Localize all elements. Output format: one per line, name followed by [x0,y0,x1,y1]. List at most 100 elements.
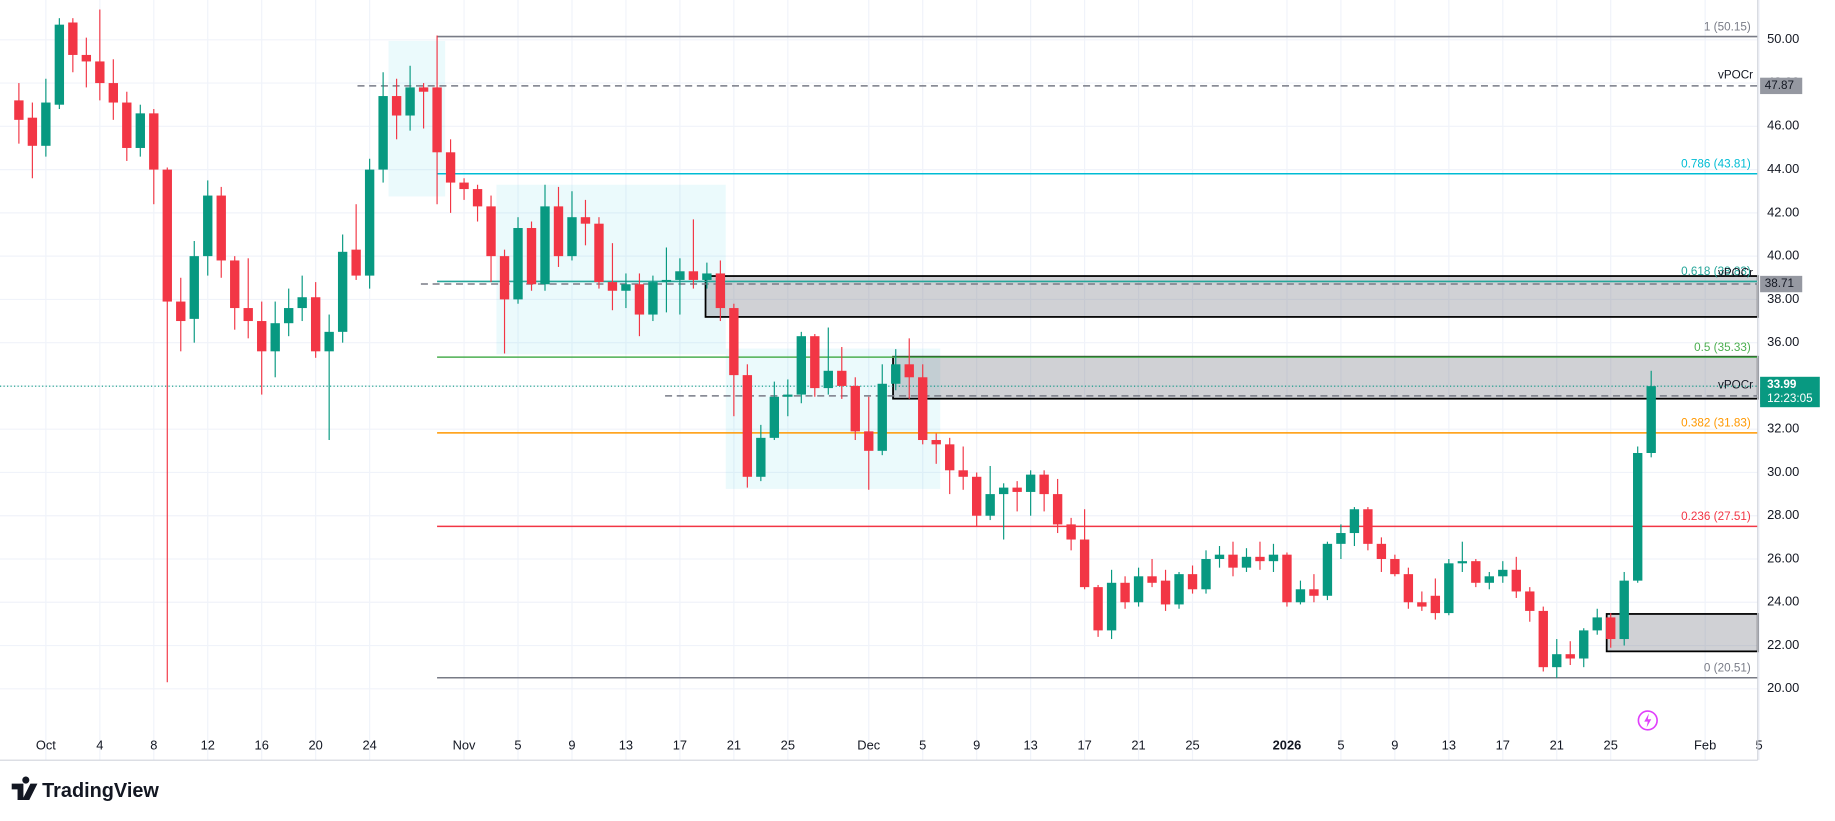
price-tag-label: 38.71 [1765,277,1794,290]
logo: TradingView [11,776,159,802]
candle-body [391,96,402,116]
y-tick-label: 26.00 [1767,550,1799,565]
axes: 20.0022.0024.0026.0028.0030.0032.0034.00… [0,0,1820,761]
candle-body [378,96,388,170]
candle-body [243,308,253,322]
candle-body [1498,569,1508,577]
x-tick-label: 12 [201,738,215,753]
x-tick-label: 9 [973,738,980,753]
candle-body [405,87,415,116]
candle-body [729,308,739,376]
x-tick-label: 16 [255,738,269,753]
candle-body [931,440,941,445]
candle-body [1282,554,1292,603]
candle-body [14,100,24,120]
candle-body [1511,569,1521,592]
candle-body [432,87,442,153]
candle-body [1552,654,1562,668]
candle-body [1403,574,1414,603]
fib-label: 0.786 (43.81) [1681,157,1751,170]
x-tick-label: 5 [1337,738,1344,753]
y-tick-label: 22.00 [1767,637,1799,652]
candle-body [634,284,645,315]
order-block [1605,613,1759,653]
candle-body [945,444,955,471]
candle-body [688,271,699,280]
candle-body [985,494,995,516]
candle-body [553,206,564,257]
candle-body [203,195,213,257]
candle-body [135,113,145,148]
candle-body [1214,554,1225,559]
candle-body [1619,580,1629,640]
candle-body [972,476,982,516]
candle-body [1646,386,1656,453]
candle-body [837,370,847,386]
y-tick-label: 50.00 [1767,31,1799,46]
candle-body [162,169,172,302]
levels: 1 (50.15) 0.786 (43.81) 0.618 (38.83) 0.5 (… [0,20,1758,679]
candle-body [1268,554,1279,562]
candle-body [54,24,65,105]
price-tag [1760,275,1803,293]
x-tick-label: 21 [1131,738,1145,753]
candle-body [783,394,793,397]
candle-body [445,152,456,183]
candles [14,9,1656,683]
x-tick-label: 17 [1496,738,1510,753]
logo-icon [11,776,38,800]
lightning-icon [1637,710,1658,731]
x-tick-label: 17 [673,738,687,753]
x-tick-label: 13 [1442,738,1456,753]
candle-body [864,431,874,451]
fib-label: 0.236 (27.51) [1681,510,1751,523]
candle-body [176,301,186,322]
x-tick-label: 24 [362,738,376,753]
candle-body [675,271,685,280]
candle-body [1565,654,1575,659]
y-tick-label: 24.00 [1767,594,1799,609]
fib-label: 0.618 (38.83) [1681,265,1751,278]
x-tick-label: 5 [919,738,926,753]
candle-body [459,182,469,190]
vpoc-label: vPOCr [1718,68,1753,81]
candle-body [958,470,968,477]
x-tick-label: 9 [568,738,575,753]
candle-body [324,331,334,352]
candle-body [621,284,631,291]
candle-body [877,383,887,451]
order-block [892,355,1759,400]
x-tick-label: 21 [1550,738,1564,753]
x-tick-label: 8 [150,738,157,753]
y-tick-label: 32.00 [1767,421,1799,436]
candle-body [270,323,280,352]
candle-body [1255,556,1265,562]
x-tick-label: Feb [1694,738,1716,753]
candle-body [41,102,51,146]
candle-body [1363,509,1373,544]
candle-body [567,217,577,257]
y-tick-label: 38.00 [1767,291,1799,306]
candle-body [540,206,550,285]
candle-body [1052,494,1063,525]
candle-body [1376,543,1387,559]
candle-body [526,228,537,285]
candle-body [1241,556,1252,568]
x-tick-label: 17 [1077,738,1091,753]
candle-body [1484,576,1494,583]
candle-body [1120,582,1130,603]
y-tick-label: 40.00 [1767,248,1799,263]
candle-body [1390,558,1400,575]
candle-body [850,385,860,432]
candle-body [364,169,375,276]
candle-body [904,364,914,378]
candle-body [1457,561,1468,564]
candle-body [81,54,92,62]
candle-body [486,206,496,257]
candle-body [891,364,901,384]
candle-body [1417,602,1427,607]
candle-body [1039,474,1049,495]
